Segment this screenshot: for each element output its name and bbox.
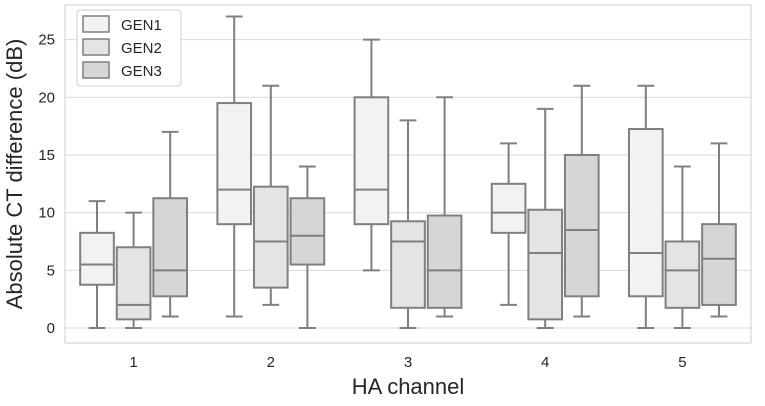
box-gen1-5 [627,84,664,330]
x-tick-label: 2 [267,354,275,371]
box-iqr [490,182,527,234]
box-iqr [252,185,289,289]
box-iqr [216,102,253,226]
box-gen2-4 [527,107,564,330]
box-iqr [701,223,737,306]
x-tick-labels: 1 2 3 4 5 [129,354,686,371]
box-iqr [152,197,189,298]
box-gen1-4 [490,142,527,306]
legend-label: GEN3 [121,63,162,80]
x-axis-label: HA channel [352,374,465,399]
legend-label: GEN1 [121,17,162,34]
box-gen2-2 [252,84,289,306]
x-tick-label: 4 [541,354,549,371]
x-tick-label: 1 [129,354,137,371]
y-tick-label: 15 [38,147,55,164]
box-gen2-3 [390,119,426,330]
y-tick-labels: 0 5 10 15 20 25 [38,32,55,337]
box-gen1-3 [353,38,390,272]
box-gen2-5 [664,165,701,330]
box-iqr [563,153,600,298]
y-tick-label: 20 [38,89,55,106]
y-axis-label: Absolute CT difference (dB) [2,39,27,310]
box-iqr [664,240,701,309]
box-iqr [527,208,564,321]
y-tick-label: 25 [38,32,55,49]
box-iqr [426,214,463,309]
legend: GEN1 GEN2 GEN3 [76,9,182,87]
box-iqr [289,197,326,266]
x-tick-label: 3 [404,354,412,371]
legend-swatch [82,38,110,56]
box-gen1-2 [216,15,253,318]
legend-label: GEN2 [121,40,162,57]
y-tick-label: 10 [38,205,55,222]
box-iqr [627,128,664,298]
box-gen3-5 [701,142,737,318]
legend-swatch [82,15,110,33]
box-gen3-1 [152,130,189,318]
x-tick-label: 5 [678,354,686,371]
box-iqr [79,231,115,286]
box-gen3-3 [426,96,463,318]
box-gen3-4 [563,84,600,318]
box-iqr [115,246,152,321]
box-gen2-1 [115,211,152,330]
box-iqr [390,220,426,309]
box-iqr [353,96,390,226]
box-gen3-2 [289,165,326,330]
legend-swatch [82,61,110,79]
y-tick-label: 5 [47,262,55,279]
boxes-layer [79,15,737,330]
box-gen1-1 [79,200,115,330]
y-tick-label: 0 [47,320,55,337]
